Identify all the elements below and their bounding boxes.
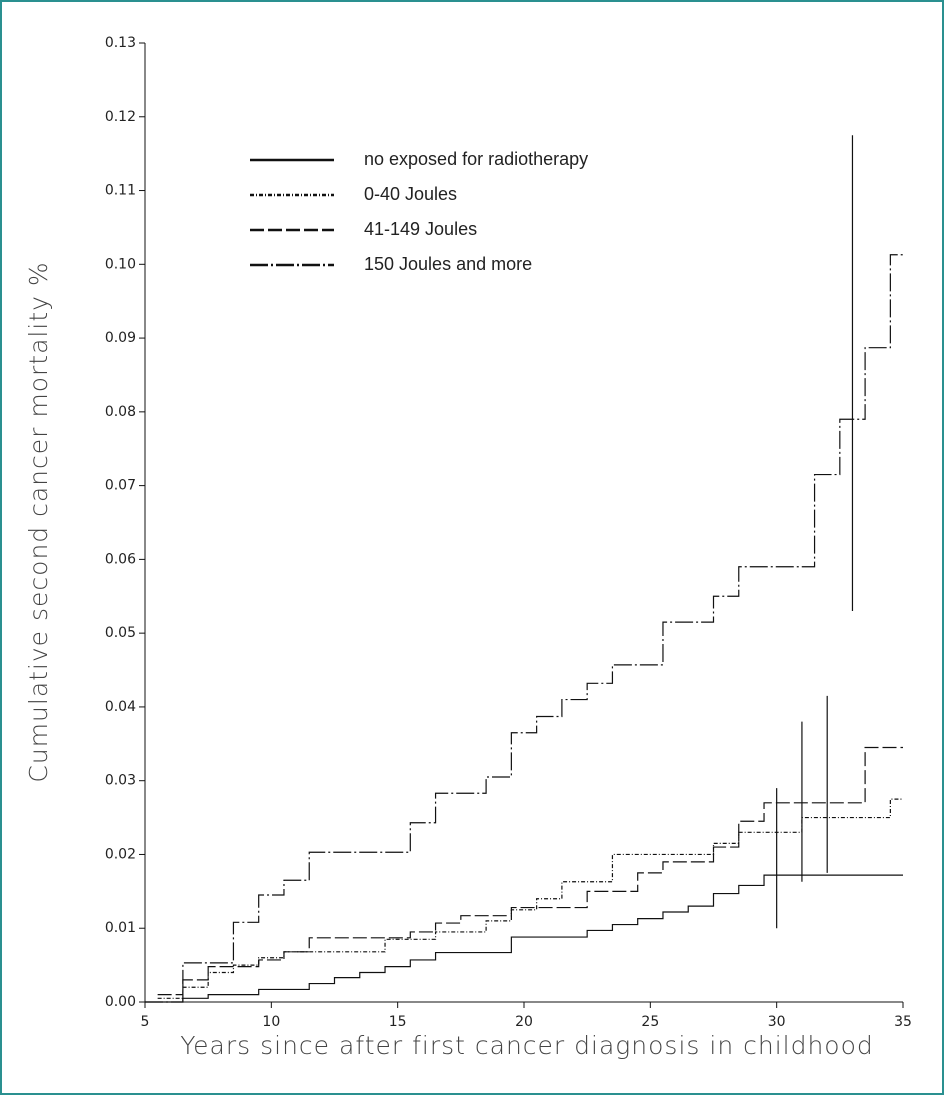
x-tick-label: 25 — [641, 1014, 659, 1030]
x-tick-label: 5 — [141, 1014, 150, 1030]
y-tick-label: 0.09 — [105, 330, 136, 346]
x-tick-label: 20 — [515, 1014, 533, 1030]
step-line — [145, 874, 903, 1003]
y-tick-label: 0.02 — [105, 846, 136, 862]
x-tick-label: 10 — [262, 1014, 280, 1030]
y-tick-label: 0.12 — [105, 109, 136, 125]
y-tick-label: 0.00 — [105, 994, 136, 1010]
y-tick-label: 0.13 — [105, 35, 136, 51]
legend-label: 150 Joules and more — [364, 254, 532, 274]
x-axis-label: Years since after first cancer diagnosis… — [180, 1031, 874, 1060]
y-tick-label: 0.07 — [105, 478, 136, 494]
step-line — [157, 798, 903, 999]
legend-label: 41-149 Joules — [364, 219, 477, 239]
y-tick-label: 0.03 — [105, 773, 136, 789]
y-tick-label: 0.01 — [105, 920, 136, 936]
step-line — [145, 254, 903, 1003]
y-tick-label: 0.04 — [105, 699, 136, 715]
y-tick-label: 0.05 — [105, 625, 136, 641]
legend-label: no exposed for radiotherapy — [364, 149, 588, 169]
x-tick-label: 35 — [894, 1014, 912, 1030]
step-line — [157, 746, 903, 996]
y-tick-label: 0.10 — [105, 256, 136, 272]
x-tick-label: 30 — [768, 1014, 786, 1030]
y-tick-label: 0.06 — [105, 551, 136, 567]
y-tick-label: 0.11 — [105, 183, 136, 199]
x-tick-label: 15 — [389, 1014, 407, 1030]
y-tick-label: 0.08 — [105, 404, 136, 420]
y-axis-label: Cumulative second cancer mortality % — [24, 261, 53, 782]
legend-label: 0-40 Joules — [364, 184, 457, 204]
